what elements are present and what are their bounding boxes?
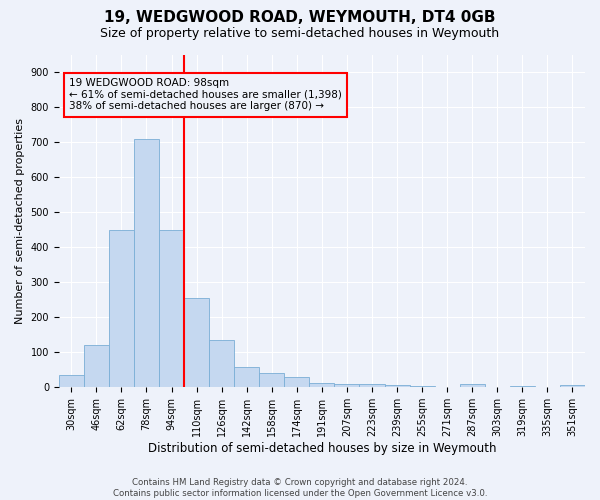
Y-axis label: Number of semi-detached properties: Number of semi-detached properties [15,118,25,324]
Bar [209,340,234,387]
Bar [259,373,284,387]
Bar [134,139,159,387]
Bar [109,230,134,387]
Bar [234,367,259,387]
Text: 19, WEDGWOOD ROAD, WEYMOUTH, DT4 0GB: 19, WEDGWOOD ROAD, WEYMOUTH, DT4 0GB [104,10,496,25]
X-axis label: Distribution of semi-detached houses by size in Weymouth: Distribution of semi-detached houses by … [148,442,496,455]
Bar [385,385,410,387]
Bar [510,386,535,387]
Bar [334,384,359,387]
Bar [434,386,460,387]
Bar [410,386,434,387]
Bar [159,230,184,387]
Bar [485,386,510,387]
Text: 19 WEDGWOOD ROAD: 98sqm
← 61% of semi-detached houses are smaller (1,398)
38% of: 19 WEDGWOOD ROAD: 98sqm ← 61% of semi-de… [70,78,342,112]
Bar [359,384,385,387]
Bar [59,375,84,387]
Bar [84,346,109,387]
Bar [310,383,334,387]
Bar [460,384,485,387]
Bar [284,376,310,387]
Text: Contains HM Land Registry data © Crown copyright and database right 2024.
Contai: Contains HM Land Registry data © Crown c… [113,478,487,498]
Text: Size of property relative to semi-detached houses in Weymouth: Size of property relative to semi-detach… [100,28,500,40]
Bar [535,386,560,387]
Bar [184,298,209,387]
Bar [560,386,585,387]
